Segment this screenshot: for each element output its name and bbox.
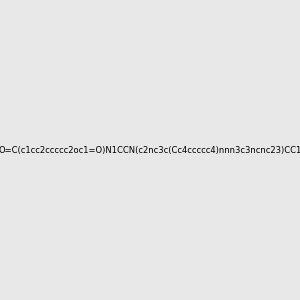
Text: O=C(c1cc2ccccc2oc1=O)N1CCN(c2nc3c(Cc4ccccc4)nnn3c3ncnc23)CC1: O=C(c1cc2ccccc2oc1=O)N1CCN(c2nc3c(Cc4ccc… <box>0 146 300 154</box>
